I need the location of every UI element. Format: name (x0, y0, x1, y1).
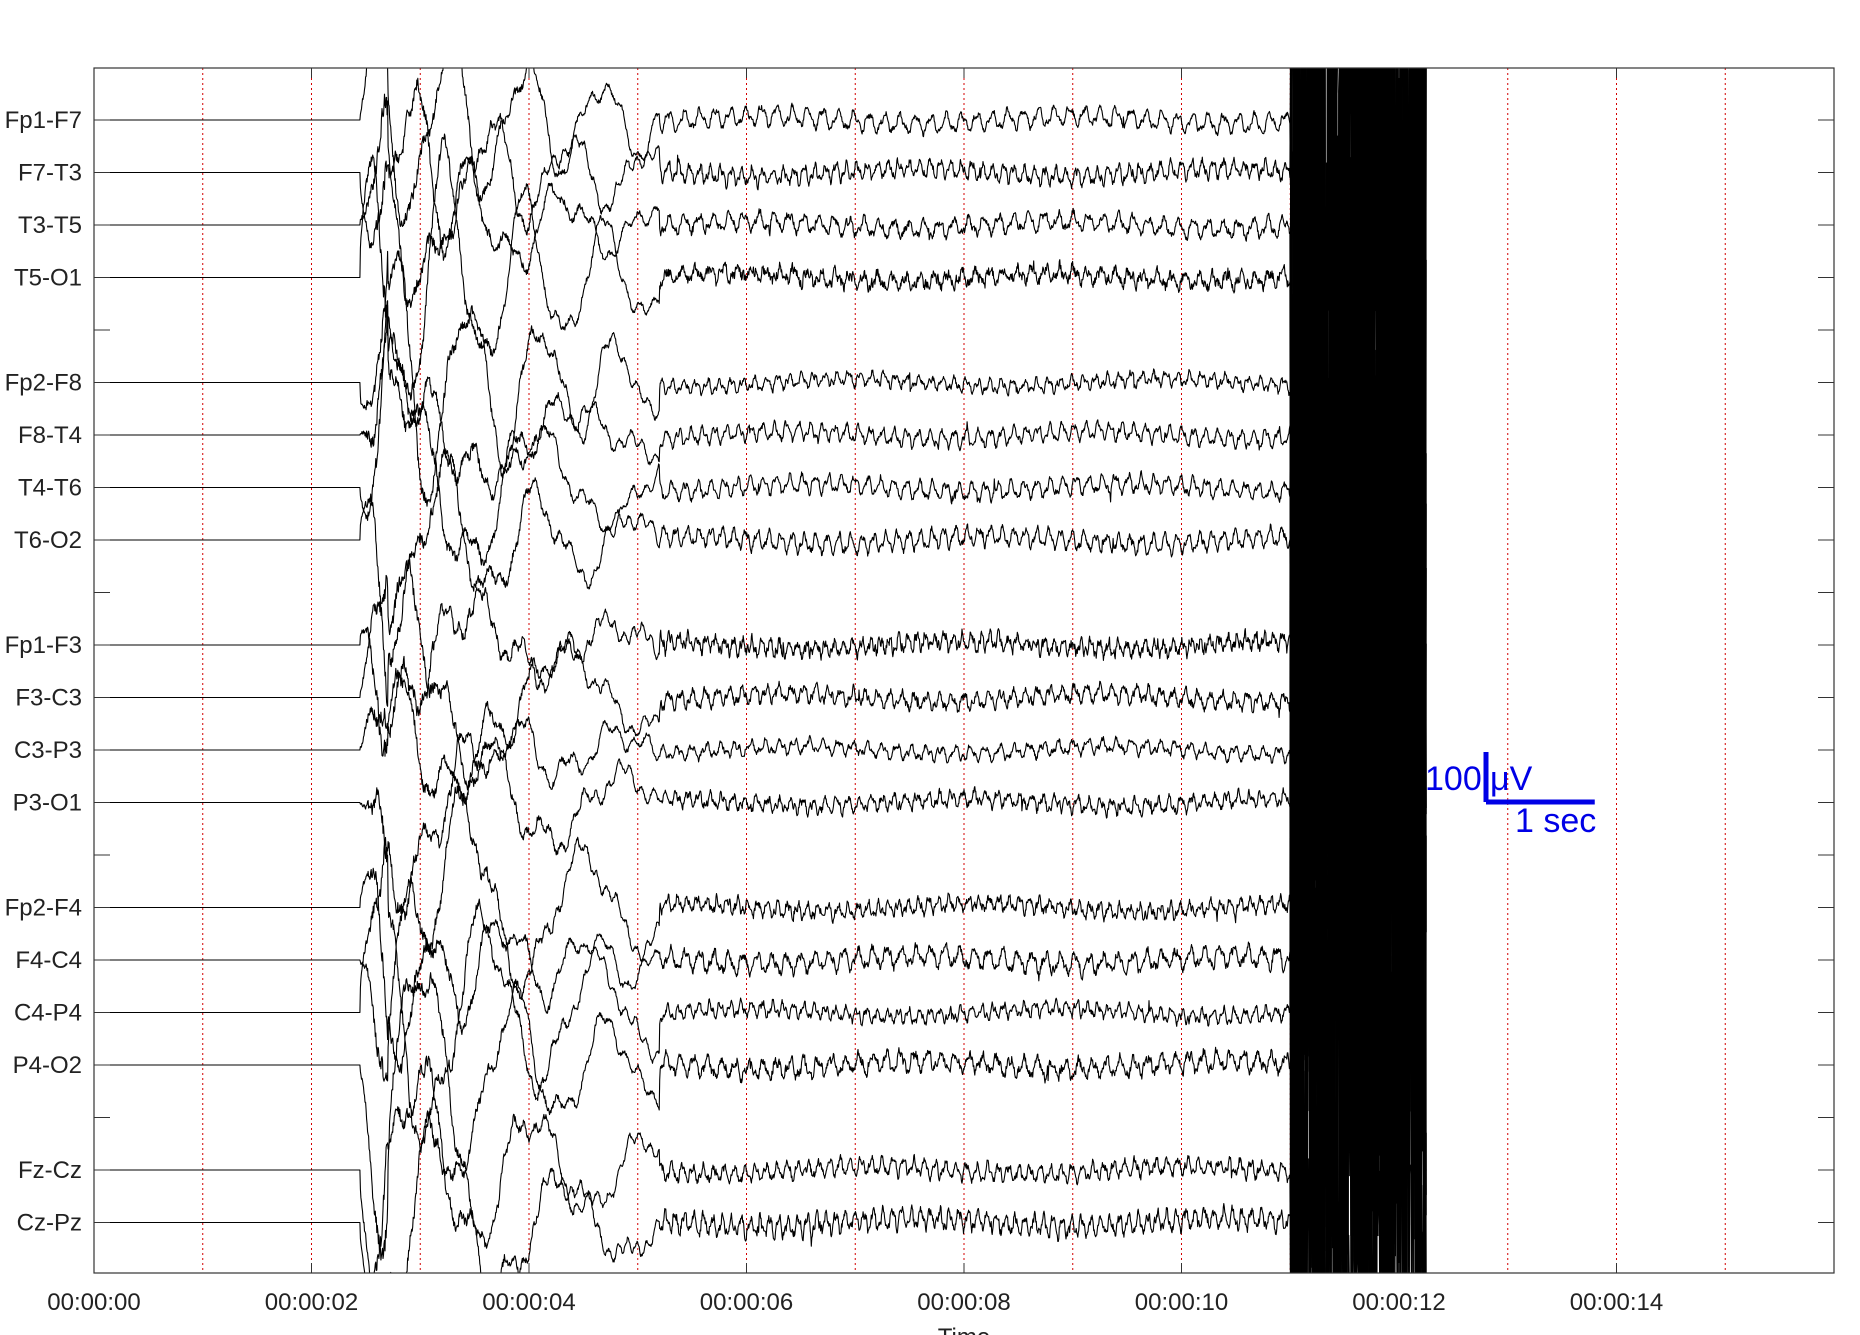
channel-tick-marks (94, 119, 1834, 1223)
scale-bar-unit-label: μV (1490, 760, 1533, 798)
eeg-trace-line (94, 515, 1427, 1273)
channel-label: C4-P4 (14, 1000, 82, 1027)
channel-label: Fp1-F3 (5, 632, 82, 659)
channel-label: Fp1-F7 (5, 107, 82, 134)
eeg-trace-line (94, 68, 1427, 898)
channel-label: F8-T4 (18, 422, 82, 449)
channel-label: T5-O1 (14, 265, 82, 292)
scale-bar-amplitude-label: 100 (1425, 760, 1482, 798)
channel-label: Cz-Pz (17, 1210, 82, 1237)
eeg-trace-line (94, 68, 1427, 875)
time-tick-labels: 00:00:00 00:00:02 00:00:04 00:00:06 00:00:08… (47, 68, 1663, 1316)
eeg-trace-line (94, 68, 1427, 1195)
channel-label: T6-O2 (14, 527, 82, 554)
channel-label: T4-T6 (18, 475, 82, 502)
x-tick-label: 00:00:08 (917, 1289, 1010, 1316)
eeg-trace-line (94, 172, 1427, 1273)
x-axis-label: Time (938, 1324, 990, 1335)
x-tick-label: 00:00:10 (1135, 1289, 1228, 1316)
eeg-trace-line (94, 704, 1427, 1273)
eeg-trace-line (94, 68, 1427, 1273)
eeg-trace-line (94, 68, 1427, 1059)
channel-label: F4-C4 (15, 947, 82, 974)
channel-label: F3-C3 (15, 685, 82, 712)
x-tick-label: 00:00:14 (1570, 1289, 1663, 1316)
eeg-trace-line (94, 68, 1427, 1273)
x-tick-label: 00:00:02 (265, 1289, 358, 1316)
eeg-trace-line (94, 145, 1427, 1243)
eeg-trace-line (94, 68, 1426, 863)
channel-label: P3-O1 (13, 790, 82, 817)
eeg-traces (94, 68, 1427, 1273)
channel-label: Fp2-F8 (5, 370, 82, 397)
channel-label: F7-T3 (18, 160, 82, 187)
eeg-trace-line (94, 443, 1427, 1273)
x-tick-label: 00:00:04 (482, 1289, 575, 1316)
x-tick-label: 00:00:12 (1352, 1289, 1445, 1316)
channel-label: Fp2-F4 (5, 895, 82, 922)
scale-bar-time-label: 1 sec (1515, 802, 1596, 840)
scale-bar: 100 μV 1 sec (1425, 752, 1596, 840)
eeg-trace-line (94, 68, 1427, 1181)
eeg-trace-line (94, 226, 1427, 1273)
eeg-trace-line (94, 68, 1427, 915)
eeg-trace-line (94, 301, 1427, 1273)
eeg-trace-line (94, 68, 1426, 844)
x-tick-label: 00:00:00 (47, 1289, 140, 1316)
x-tick-label: 00:00:06 (700, 1289, 793, 1316)
eeg-trace-line (94, 447, 1427, 1273)
channel-labels: Fp1-F7 F7-T3 T3-T5 T5-O1 Fp2-F8 F8-T4 T4-T6 T6-… (5, 107, 82, 1237)
channel-label: Fz-Cz (18, 1157, 82, 1184)
channel-label: P4-O2 (13, 1052, 82, 1079)
channel-label: T3-T5 (18, 212, 82, 239)
channel-label: C3-P3 (14, 737, 82, 764)
